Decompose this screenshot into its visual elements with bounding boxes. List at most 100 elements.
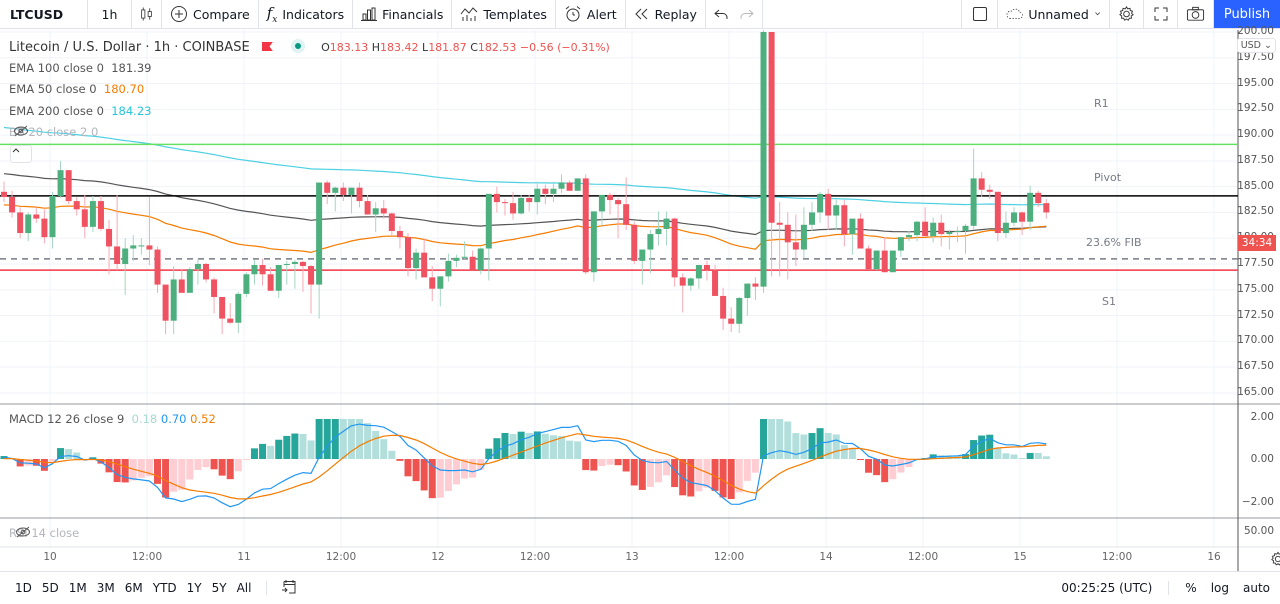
hidden-eye-icon[interactable] xyxy=(13,125,29,137)
currency-select[interactable]: USD ⌄ xyxy=(1236,38,1276,53)
alert-button[interactable]: Alert xyxy=(556,0,626,28)
layout-name-button[interactable]: Unnamed xyxy=(998,0,1110,28)
alert-label: Alert xyxy=(586,6,617,22)
price-tick: 192.50 xyxy=(1237,102,1274,115)
ema200-legend[interactable]: EMA 200 close 0 184.23 xyxy=(9,104,152,118)
series-legend: Litecoin / U.S. Dollar · 1h · COINBASE O… xyxy=(9,39,610,55)
chart-area[interactable]: Litecoin / U.S. Dollar · 1h · COINBASE O… xyxy=(0,25,1280,571)
price-tick: 195.00 xyxy=(1237,76,1274,89)
price-tick: 172.50 xyxy=(1237,308,1274,321)
gear-icon xyxy=(1119,6,1134,21)
range-3m[interactable]: 3M xyxy=(96,581,115,595)
rsi-tick: 50.00 xyxy=(1243,525,1274,537)
price-tick: 187.50 xyxy=(1237,153,1274,166)
plus-circle-icon xyxy=(171,6,187,22)
publish-button[interactable]: Publish xyxy=(1214,0,1280,28)
auto-toggle[interactable]: auto xyxy=(1242,581,1270,595)
macd-tick: 0.00 xyxy=(1250,453,1274,465)
ema100-legend[interactable]: EMA 100 close 0 181.39 xyxy=(9,61,152,75)
chevron-down-icon xyxy=(1094,12,1100,16)
macd-legend[interactable]: MACD 12 26 close 9 0.18 0.70 0.52 xyxy=(9,412,216,426)
time-tick: 12:00 xyxy=(907,551,939,563)
range-5y[interactable]: 5Y xyxy=(211,581,227,595)
price-tick: 182.50 xyxy=(1237,205,1274,218)
time-tick: 12:00 xyxy=(519,551,551,563)
templates-button[interactable]: Templates xyxy=(452,0,556,28)
layout-select-button[interactable] xyxy=(962,0,998,28)
candles-icon xyxy=(141,7,152,21)
range-ytd[interactable]: YTD xyxy=(152,581,177,595)
hidden-eye-icon[interactable] xyxy=(15,526,31,538)
calendar-goto-icon xyxy=(282,579,296,593)
time-tick: 12:00 xyxy=(325,551,357,563)
macd-tick: −2.00 xyxy=(1241,496,1274,508)
interval-button[interactable]: 1h xyxy=(88,0,132,28)
percent-toggle[interactable]: % xyxy=(1185,581,1197,595)
publish-label: Publish xyxy=(1223,6,1271,22)
templates-label: Templates xyxy=(483,6,547,22)
time-tick: 15 xyxy=(1013,551,1027,563)
time-tick: 12:00 xyxy=(1101,551,1133,563)
rsi-legend[interactable]: RSI 14 close xyxy=(9,526,80,540)
flag-icon[interactable] xyxy=(261,42,273,51)
range-1d[interactable]: 1D xyxy=(15,581,32,595)
log-toggle[interactable]: log xyxy=(1210,581,1229,595)
time-tick: 16 xyxy=(1207,551,1221,563)
price-tick: 175.00 xyxy=(1237,282,1274,295)
range-1m[interactable]: 1M xyxy=(68,581,87,595)
undo-icon[interactable] xyxy=(714,8,728,20)
templates-icon xyxy=(460,7,478,21)
alarm-clock-icon xyxy=(565,6,581,22)
compare-label: Compare xyxy=(193,6,250,22)
indicators-button[interactable]: fx Indicators xyxy=(259,0,354,28)
range-buttons: 1D 5D 1M 3M 6M YTD 1Y 5Y All xyxy=(0,581,268,595)
range-6m[interactable]: 6M xyxy=(124,581,143,595)
price-tick: 170.00 xyxy=(1237,334,1274,347)
compare-button[interactable]: Compare xyxy=(162,0,259,28)
time-tick: 14 xyxy=(819,551,833,563)
price-tick: 167.50 xyxy=(1237,360,1274,373)
bb-legend[interactable]: BB 20 close 2 0 xyxy=(9,125,99,139)
camera-icon xyxy=(1186,6,1205,21)
price-tick: 165.00 xyxy=(1237,385,1274,398)
snapshot-button[interactable] xyxy=(1178,0,1214,28)
layout-name-label: Unnamed xyxy=(1028,6,1089,22)
replay-label: Replay xyxy=(654,6,697,22)
goto-date-button[interactable] xyxy=(267,579,297,598)
toolbar-spacer xyxy=(763,0,962,28)
range-1y[interactable]: 1Y xyxy=(186,581,202,595)
time-tick: 13 xyxy=(625,551,639,563)
market-status-icon xyxy=(290,39,305,53)
price-chart[interactable] xyxy=(0,30,1280,571)
redo-icon[interactable] xyxy=(740,8,754,20)
price-tick: 177.50 xyxy=(1237,256,1274,269)
replay-button[interactable]: Replay xyxy=(626,0,706,28)
financials-label: Financials xyxy=(382,6,444,22)
pivot-label: Pivot xyxy=(1094,171,1122,184)
interval-label: 1h xyxy=(101,6,118,22)
chart-style-button[interactable] xyxy=(132,0,162,28)
clock[interactable]: 00:25:25 (UTC) xyxy=(1061,581,1170,595)
fullscreen-button[interactable] xyxy=(1144,0,1178,28)
symbol-label: LTCUSD xyxy=(10,6,64,22)
ema50-legend[interactable]: EMA 50 close 0 180.70 xyxy=(9,82,145,96)
price-tick: 190.00 xyxy=(1237,128,1274,141)
range-all[interactable]: All xyxy=(236,581,252,595)
collapse-legend-button[interactable] xyxy=(10,145,32,163)
macd-tick: 2.00 xyxy=(1250,411,1274,423)
scale-options: % log auto xyxy=(1169,581,1280,595)
time-tick: 12:00 xyxy=(131,551,163,563)
top-toolbar: LTCUSD 1h Compare fx Indicators Financia… xyxy=(0,0,1280,29)
countdown-badge: 34:34 xyxy=(1238,235,1276,251)
series-title: Litecoin / U.S. Dollar · 1h · COINBASE xyxy=(9,40,250,55)
price-tick: 197.50 xyxy=(1237,50,1274,63)
fullscreen-icon xyxy=(1154,7,1167,21)
range-5d[interactable]: 5D xyxy=(41,581,59,595)
indicators-label: Indicators xyxy=(282,6,345,22)
symbol-search-button[interactable]: LTCUSD xyxy=(0,0,88,28)
financials-button[interactable]: Financials xyxy=(353,0,453,28)
ohlc-values: O183.13 H183.42 L181.87 C182.53 −0.56 (−… xyxy=(321,41,610,54)
chevron-up-icon xyxy=(12,148,20,153)
settings-button[interactable] xyxy=(1110,0,1144,28)
cloud-icon xyxy=(1006,8,1023,19)
